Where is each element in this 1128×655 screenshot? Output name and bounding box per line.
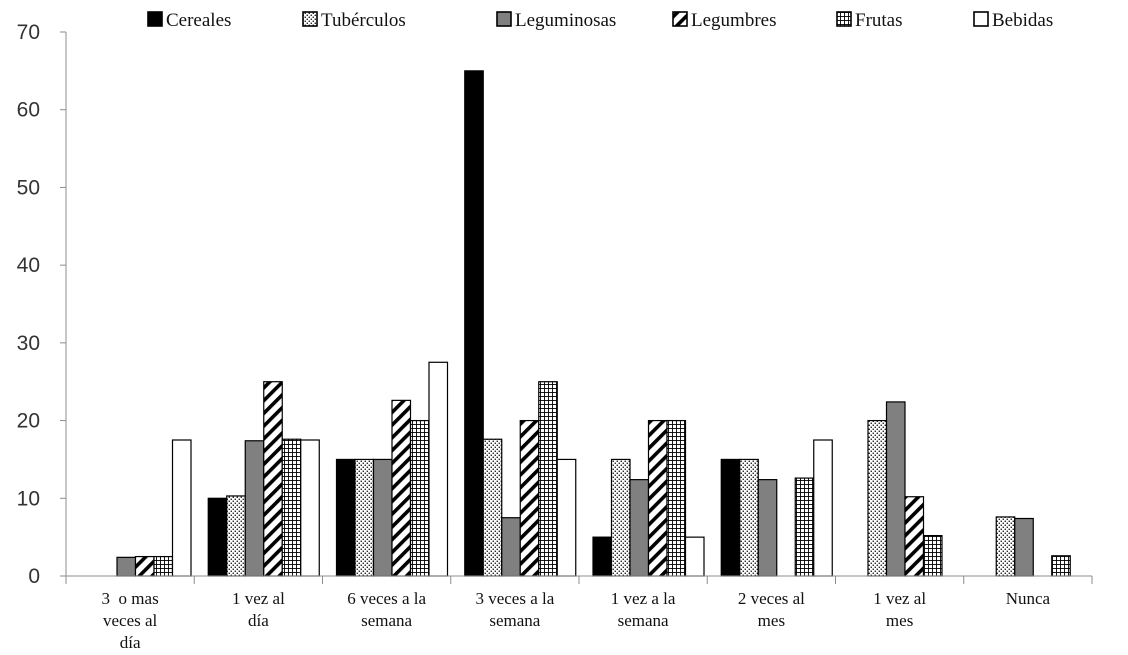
legend: Cereales Tubérculos Leguminosas Legumbres Fr…	[147, 10, 1053, 31]
bar-legumbres	[519, 419, 540, 577]
x-tick-label: semana	[618, 611, 669, 630]
bar-legumbres	[647, 419, 668, 577]
legend-item: Legumbres	[672, 10, 776, 31]
bar-frutas	[666, 419, 687, 577]
legend-item: Bebidas	[973, 10, 1053, 31]
bar-bebidas	[428, 361, 449, 577]
x-tick-label: 6 veces a la	[347, 589, 426, 608]
x-tick-label: semana	[489, 611, 540, 630]
bar-tubérculos	[610, 458, 631, 577]
x-tick-label: 1 vez al	[873, 589, 926, 608]
y-tick-label: 10	[17, 487, 40, 510]
legend-swatch	[147, 11, 163, 27]
legend-item: Tubérculos	[302, 10, 406, 31]
bar-tubérculos	[995, 516, 1016, 577]
x-tick-label: 1 vez al	[232, 589, 285, 608]
y-tick-label: 50	[17, 176, 40, 199]
bars	[116, 70, 1071, 577]
bar-bebidas	[684, 536, 705, 577]
bar-legumbres	[134, 555, 155, 577]
legend-swatch	[973, 11, 989, 27]
legend-swatch	[496, 11, 512, 27]
y-tick-label: 70	[17, 21, 40, 44]
y-tick-label: 60	[17, 99, 40, 122]
bar-bebidas	[171, 439, 192, 577]
legend-swatch	[302, 11, 318, 27]
x-tick-label: 2 veces al	[738, 589, 805, 608]
bar-leguminosas	[629, 479, 650, 577]
legend-label: Cereales	[166, 10, 231, 31]
bar-leguminosas	[244, 440, 265, 577]
x-tick-label: día	[120, 633, 141, 652]
x-tick-label: 3 o mas	[102, 589, 159, 608]
bar-frutas	[1051, 555, 1071, 577]
x-tick-label: día	[248, 611, 269, 630]
x-tick-label: Nunca	[1006, 589, 1051, 608]
bar-leguminosas	[1014, 517, 1034, 577]
bar-frutas	[409, 419, 430, 577]
bar-legumbres	[391, 399, 412, 577]
x-tick-label: semana	[361, 611, 412, 630]
bar-bebidas	[300, 439, 320, 577]
bar-legumbres	[904, 496, 925, 577]
y-tick-label: 20	[17, 410, 40, 433]
legend-swatch	[672, 11, 688, 27]
legend-item: Cereales	[147, 10, 231, 31]
bar-leguminosas	[885, 401, 906, 577]
bar-frutas	[153, 555, 174, 577]
x-tick-label: mes	[886, 611, 913, 630]
x-tick-label: veces al	[103, 611, 158, 630]
bar-cereales	[335, 458, 356, 577]
bar-cereales	[464, 70, 484, 577]
legend-item: Leguminosas	[496, 10, 616, 31]
bar-tubérculos	[354, 458, 375, 577]
bar-leguminosas	[501, 517, 521, 577]
bar-tubérculos	[226, 495, 246, 577]
legend-label: Tubérculos	[321, 10, 406, 31]
bar-cereales	[592, 536, 613, 577]
x-tick-label: 3 veces a la	[475, 589, 554, 608]
bar-tubérculos	[482, 438, 503, 577]
x-tick-label: mes	[758, 611, 785, 630]
y-tick-label: 40	[17, 254, 40, 277]
legend-label: Bebidas	[992, 10, 1053, 31]
bar-bebidas	[556, 458, 577, 577]
bar-cereales	[207, 497, 228, 577]
bar-tubérculos	[739, 458, 759, 577]
bar-frutas	[922, 534, 943, 577]
y-tick-label: 0	[28, 565, 40, 588]
bar-leguminosas	[372, 458, 393, 577]
y-tick-label: 30	[17, 332, 40, 355]
legend-label: Legumbres	[691, 10, 776, 31]
y-axis: 0 10 20 30 40 50 60 70	[17, 21, 67, 588]
bar-cereales	[720, 458, 741, 577]
legend-item: Frutas	[836, 10, 903, 31]
bar-leguminosas	[116, 556, 137, 577]
bar-tubérculos	[867, 419, 888, 577]
legend-label: Frutas	[855, 10, 903, 31]
bar-leguminosas	[757, 479, 778, 577]
x-axis: 3 o mas veces al día 1 vez al día 6 veces a l…	[65, 575, 1093, 652]
x-tick-label: 1 vez a la	[611, 589, 676, 608]
bar-frutas	[281, 438, 302, 577]
bar-frutas	[538, 381, 558, 577]
legend-swatch	[836, 11, 852, 27]
bar-bebidas	[813, 439, 833, 577]
bar-legumbres	[263, 381, 283, 577]
legend-label: Leguminosas	[515, 10, 616, 31]
bar-frutas	[794, 477, 815, 577]
